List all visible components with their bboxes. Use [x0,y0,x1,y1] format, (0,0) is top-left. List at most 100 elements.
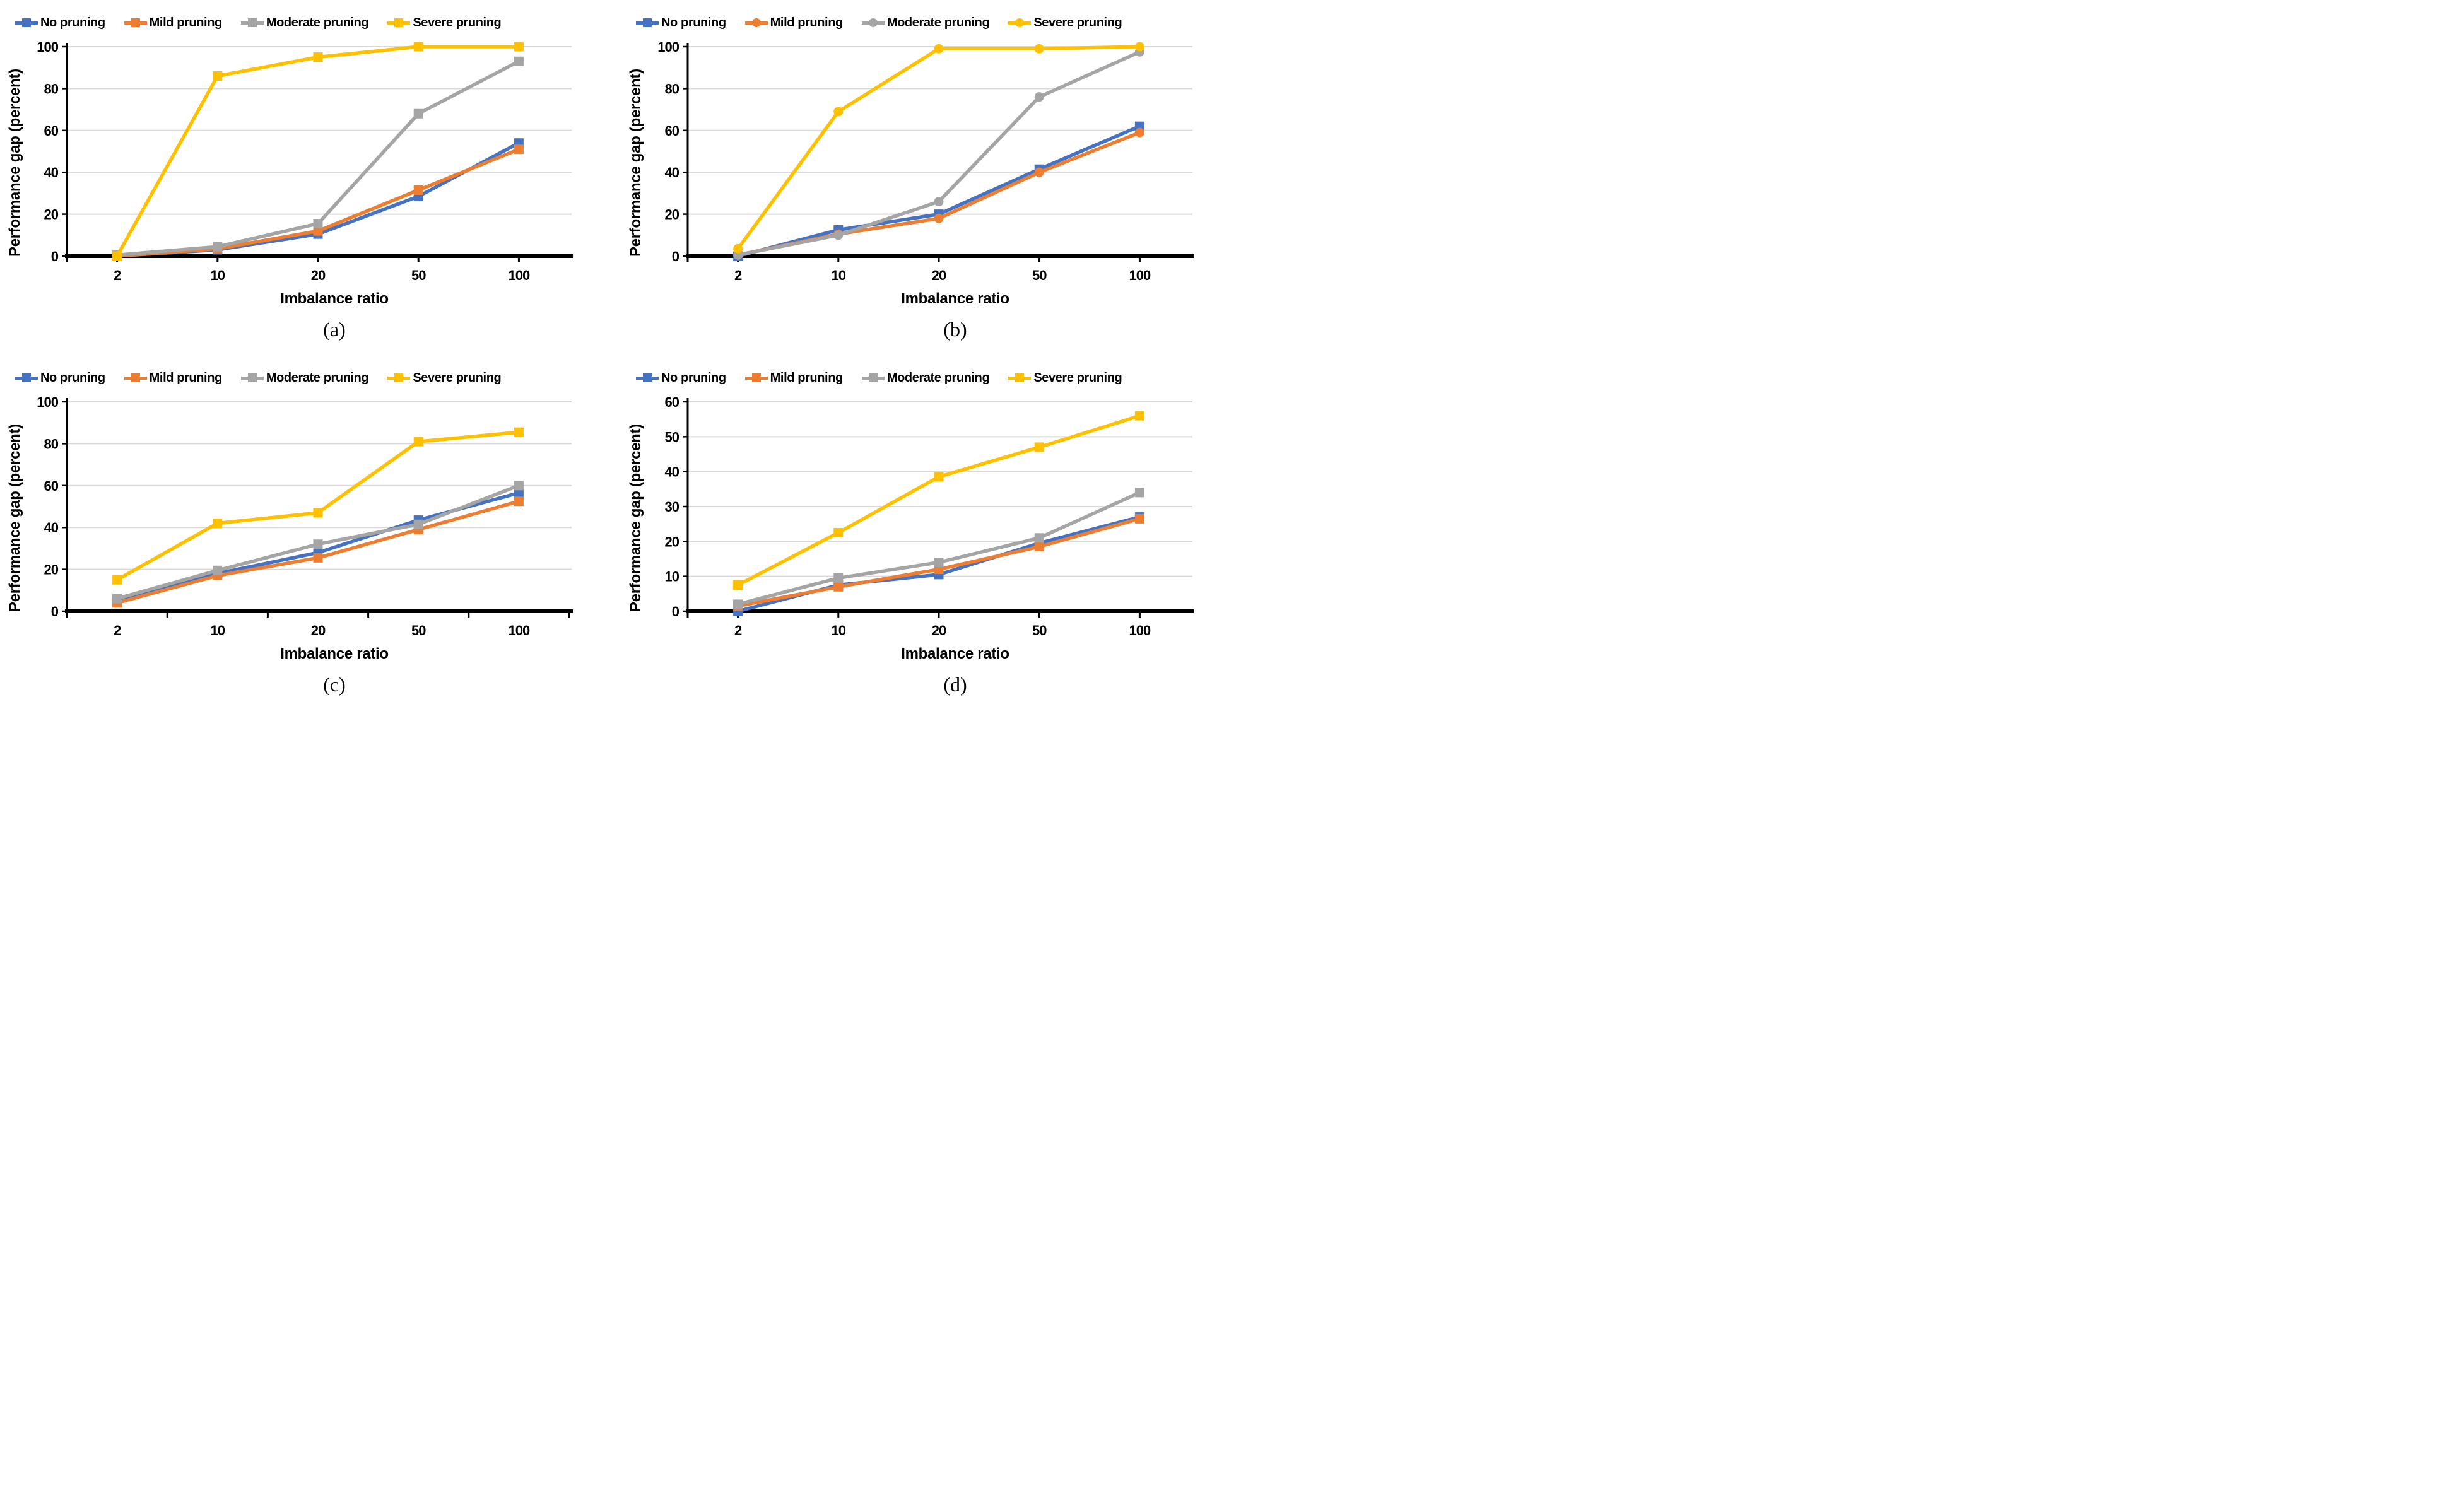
data-point-marker [413,185,423,195]
line-square-marker-icon [1008,372,1032,384]
data-point-marker [514,427,524,437]
legend-c: No pruning Mild pruning Moderate pruning… [6,364,599,392]
y-axis-title: Performance gap (percent) [627,424,644,612]
data-point-marker [1034,44,1044,54]
line-square-marker-icon [744,372,768,384]
data-point-marker [934,197,944,207]
line-square-marker-icon [124,372,147,384]
svg-text:80: 80 [44,436,59,452]
svg-text:60: 60 [665,394,679,410]
legend-item-mild-pruning: Mild pruning [124,371,222,385]
series-moderate-pruning [733,488,1144,609]
chart-a: 0 20 40 60 80 100 2 10 20 50 100 [37,39,573,283]
legend-label: Severe pruning [1033,370,1122,385]
legend-d: No pruning Mild pruning Moderate pruning… [627,364,1220,392]
legend-label: Moderate pruning [266,15,369,30]
panel-caption-d: (d) [943,673,967,696]
data-point-marker [313,539,323,549]
data-point-marker [413,108,423,119]
y-tick-labels: 0 20 40 60 80 100 [37,39,59,264]
data-point-marker [934,472,944,482]
line-square-marker-icon [636,372,659,384]
legend-item-moderate-pruning: Moderate pruning [240,15,369,30]
svg-text:10: 10 [211,267,225,283]
svg-text:10: 10 [832,267,846,283]
svg-text:10: 10 [665,569,679,585]
svg-text:50: 50 [1032,623,1047,638]
legend-item-no-pruning: No pruning [636,16,726,30]
data-point-marker [112,251,122,261]
x-axis-title: Imbalance ratio [280,645,389,662]
y-axis-title: Performance gap (percent) [6,69,23,257]
legend-item-mild-pruning: Mild pruning [744,15,844,30]
y-tick-labels: 0 10 20 30 40 50 60 [665,394,680,619]
data-point-marker [733,580,743,590]
gridlines [67,46,572,215]
line-square-marker-icon [387,372,411,384]
line-square-marker-icon [387,17,411,28]
data-point-marker [934,213,944,223]
legend-item-no-pruning: No pruning [636,371,726,385]
svg-text:60: 60 [44,478,59,494]
svg-text:20: 20 [44,562,59,578]
svg-text:60: 60 [44,123,59,139]
legend-item-severe-pruning: Severe pruning [1008,371,1122,385]
svg-text:60: 60 [665,123,679,139]
series-severe-pruning [733,411,1144,590]
line-square-marker-icon [240,17,264,28]
data-point-marker [1134,513,1144,524]
legend-item-moderate-pruning: Moderate pruning [861,370,990,385]
legend-label: Moderate pruning [886,15,990,30]
panel-a: No pruning Mild pruning Moderate pruning… [6,9,599,341]
data-point-marker [313,553,323,563]
svg-text:40: 40 [44,520,59,536]
legend-item-moderate-pruning: Moderate pruning [861,15,990,30]
data-point-marker [213,71,223,81]
svg-text:40: 40 [44,165,59,180]
data-point-marker [1034,542,1044,552]
svg-text:100: 100 [37,394,58,410]
panel-d: No pruning Mild pruning Moderate pruning… [627,364,1220,696]
svg-text:0: 0 [672,604,679,619]
x-axis-title: Imbalance ratio [280,290,389,307]
panel-c: No pruning Mild pruning Moderate pruning… [6,364,599,696]
svg-text:2: 2 [114,623,121,638]
data-point-marker [1034,92,1044,102]
panel-caption-c: (c) [323,673,346,696]
data-point-marker [833,573,844,583]
svg-text:20: 20 [665,534,679,549]
panel-caption-a: (a) [323,318,346,341]
legend-label: No pruning [40,15,105,30]
svg-text:20: 20 [44,207,59,223]
svg-text:20: 20 [932,623,946,638]
x-tick-labels: 2 10 20 50 100 [114,267,531,283]
data-point-marker [833,528,844,537]
legend-label: Mild pruning [770,15,844,30]
panel-b: No pruning Mild pruning Moderate pruning… [627,9,1220,341]
data-point-marker [733,599,743,609]
data-point-marker [1034,442,1044,452]
x-axis-title: Imbalance ratio [901,645,1009,662]
data-point-marker [413,437,423,447]
data-point-marker [213,565,223,575]
x-tick-labels: 2 10 20 50 100 [114,623,531,638]
line-circle-marker-icon [1008,17,1032,28]
svg-text:100: 100 [37,39,58,55]
legend-label: Moderate pruning [886,370,990,385]
data-point-marker [413,519,423,529]
legend-label: Severe pruning [413,15,502,30]
data-point-marker [514,56,524,66]
data-point-marker [313,226,323,236]
legend-item-no-pruning: No pruning [15,16,105,30]
legend-label: Severe pruning [1033,15,1122,30]
svg-text:40: 40 [665,464,679,480]
data-point-marker [514,42,524,52]
gridlines [688,46,1192,215]
data-point-marker [313,219,323,229]
chart-b: 0 20 40 60 80 100 2 10 20 50 100 [657,39,1194,283]
data-point-marker [213,519,223,529]
data-point-marker [833,582,844,592]
svg-text:100: 100 [509,623,530,638]
svg-text:50: 50 [411,267,426,283]
line-square-marker-icon [240,372,264,384]
